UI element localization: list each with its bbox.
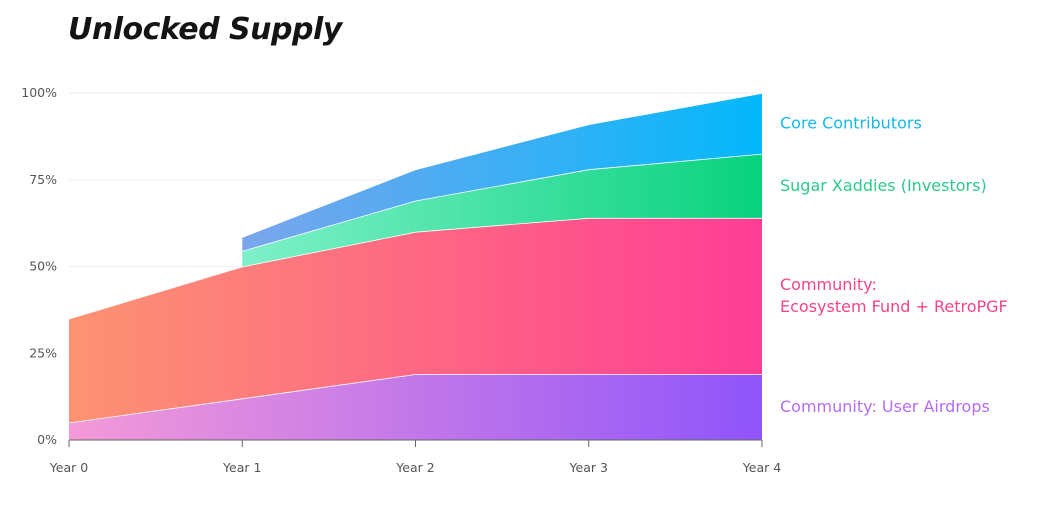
y-tick-label: 50% (29, 259, 57, 274)
legend-label: Core Contributors (780, 113, 922, 132)
y-tick-label: 25% (29, 345, 57, 360)
x-tick-label: Year 4 (742, 460, 781, 475)
chart-title: Unlocked Supply (68, 12, 342, 47)
legend-label: Community: (780, 275, 877, 294)
area-series-2 (242, 153, 763, 267)
y-tick-label: 0% (37, 432, 57, 447)
axes: 0% 25% 50% 75% 100% Year 0 Year 1 Year 2 Year 3 Y… (21, 85, 781, 475)
legend-label: Ecosystem Fund + RetroPGF (780, 297, 1008, 316)
area-boundary-line (242, 92, 763, 238)
legend-label: Sugar Xaddies (Investors) (780, 176, 987, 195)
legend-label: Community: User Airdrops (780, 397, 990, 416)
y-tick-label: 100% (21, 85, 57, 100)
area-series-0 (69, 374, 762, 440)
x-tick-label: Year 2 (395, 460, 434, 475)
legend: Community: User Airdrops Community: Ecosys… (780, 113, 1008, 416)
area-series (68, 92, 763, 440)
x-tick-label: Year 0 (49, 460, 88, 475)
x-tick-label: Year 1 (222, 460, 261, 475)
x-tick-label: Year 3 (569, 460, 608, 475)
area-series-1 (69, 217, 762, 423)
y-tick-label: 75% (29, 172, 57, 187)
area-series-3 (242, 93, 763, 251)
